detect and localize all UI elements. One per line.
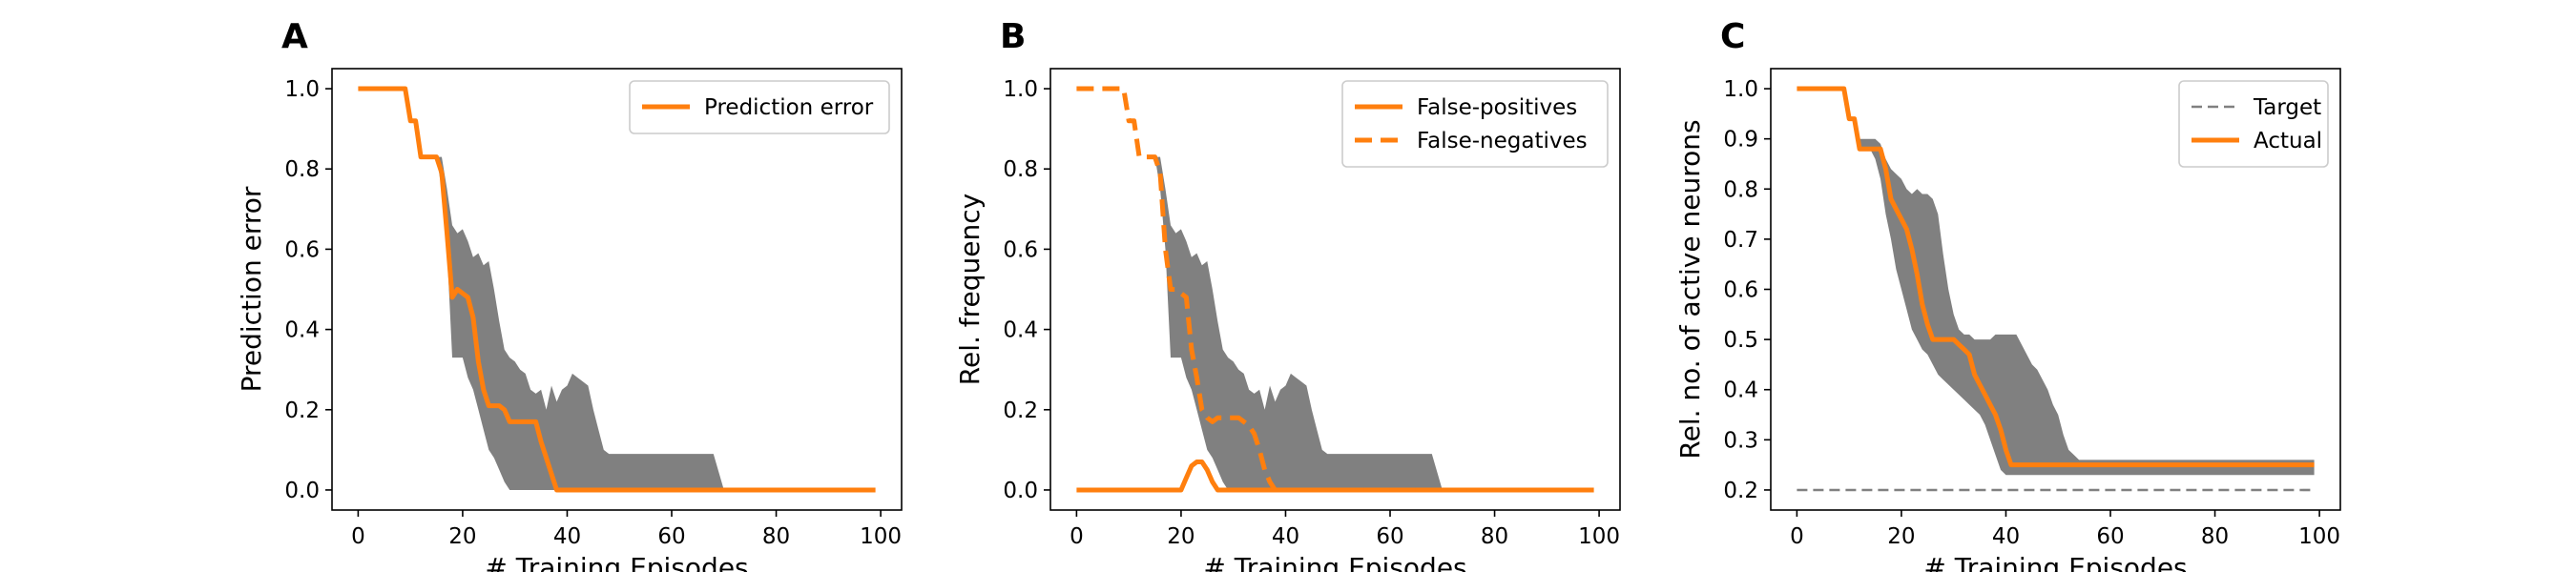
panel-a: A 0 20 40 60 80 100 0.0 0.2 0.4 0.6 0.8 1.0 # Trainin… [236,17,903,572]
x-tick-label: 0 [351,524,365,549]
panel-c: C 0 20 40 60 80 100 0.2 0.3 0.4 0.5 0.6 0.7 0.8 0.9 1.0… [1674,17,2341,572]
x-tick-label: 60 [2096,524,2124,549]
y-tick-label: 1.0 [1723,77,1758,102]
panel-letter: C [1720,17,1745,56]
y-tick-label: 0.6 [1723,278,1758,303]
y-tick-label: 0.2 [1003,398,1038,423]
variability-band [358,89,876,490]
y-tick-label: 0.2 [1723,479,1758,503]
legend-box [2178,80,2329,168]
x-tick-label: 80 [762,524,790,549]
y-tick-label: 0.7 [1723,228,1758,253]
axes-frame [1049,68,1621,511]
legend-label: False-positives [1417,95,1577,120]
y-axis-title: Rel. frequency [954,194,986,385]
y-tick-label: 0.9 [1723,128,1758,153]
variability-band [1076,89,1594,490]
x-tick-label: 40 [1992,524,2020,549]
legend: False-positives False-negatives [1341,80,1609,168]
series-line-1 [1797,86,2315,468]
legend-label: Actual [2254,129,2322,153]
x-tick-label: 20 [448,524,476,549]
x-tick-label: 40 [553,524,581,549]
x-tick-label: 40 [1272,524,1299,549]
legend-box [1341,80,1609,168]
axes-frame [331,68,903,511]
x-axis-title: # Training Episodes [485,552,748,572]
y-axis-title: Rel. no. of active neurons [1674,119,1706,459]
y-tick-label: 0.8 [1723,177,1758,202]
x-tick-label: 20 [1887,524,1915,549]
x-tick-label: 100 [860,524,902,549]
x-tick-label: 100 [1578,524,1620,549]
legend-label: Target [2253,95,2321,120]
y-tick-label: 0.0 [284,479,320,503]
y-tick-label: 0.0 [1003,479,1038,503]
panel-b: B 0 20 40 60 80 100 0.0 0.2 0.4 0.6 0.8 1.0 # Trainin… [954,17,1621,572]
y-tick-label: 0.4 [1723,378,1758,403]
x-tick-label: 20 [1167,524,1195,549]
panel-letter: B [1000,17,1026,56]
y-tick-label: 0.2 [284,398,320,423]
panel-letter: A [281,17,308,56]
x-tick-label: 60 [657,524,685,549]
y-tick-label: 1.0 [1003,77,1038,102]
y-tick-label: 0.5 [1723,328,1758,353]
x-tick-label: 100 [2298,524,2340,549]
series-line-1 [1076,86,1594,493]
x-tick-label: 60 [1376,524,1403,549]
series-line-0 [1076,460,1594,493]
series-line-0 [358,86,876,493]
y-tick-label: 0.4 [284,318,320,343]
legend: Target Actual [2178,80,2329,168]
y-tick-label: 0.8 [284,157,320,182]
legend: Prediction error [629,80,890,134]
legend-label: Prediction error [704,95,874,120]
x-tick-label: 80 [1481,524,1508,549]
x-tick-label: 0 [1070,524,1084,549]
legend-box [629,80,890,134]
x-axis-title: # Training Episodes [1923,552,2187,572]
y-tick-label: 0.8 [1003,157,1038,182]
y-tick-label: 0.4 [1003,318,1038,343]
y-tick-label: 0.3 [1723,428,1758,453]
x-tick-label: 0 [1790,524,1804,549]
y-axis-title: Prediction error [236,186,267,392]
x-axis-title: # Training Episodes [1203,552,1466,572]
y-tick-label: 1.0 [284,77,320,102]
y-tick-label: 0.6 [284,237,320,262]
variability-band [1797,89,2315,476]
x-tick-label: 80 [2201,524,2229,549]
legend-label: False-negatives [1417,129,1588,153]
y-tick-label: 0.6 [1003,237,1038,262]
